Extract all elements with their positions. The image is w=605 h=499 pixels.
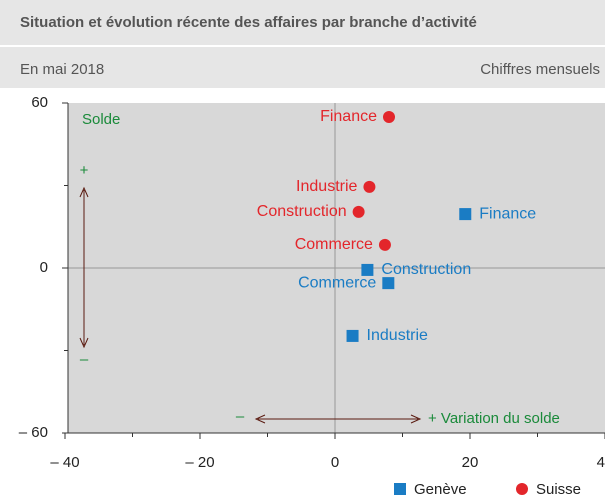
x-tick-label: 0 [331,454,339,471]
point [382,277,395,290]
subtitle-left: En mai 2018 [20,61,104,78]
y-axis-label: Solde [82,111,120,128]
legend-marker [394,483,406,495]
y-tick-label: – 60 [19,424,48,441]
point [378,238,391,251]
point [361,263,374,276]
point-label: Industrie [367,327,428,344]
x-minus: – [236,408,245,425]
point-label: Commerce [298,274,376,291]
point-label: Finance [479,205,536,222]
point [383,111,395,124]
point-label: Finance [320,108,377,125]
y-plus: + [80,162,89,179]
point-label: Industrie [296,178,357,195]
point [346,329,359,342]
point [459,208,472,221]
point-label: Construction [257,203,347,220]
point [363,180,376,193]
y-arrow-head [79,186,89,349]
chart-title: Situation et évolution récente des affai… [20,14,477,31]
y-minus: – [80,351,89,368]
y-tick-label: 60 [31,94,48,111]
legend-label: Suisse [536,481,581,498]
legend-marker [516,483,528,495]
point-label: Commerce [295,236,373,253]
header-bg [0,0,605,88]
y-tick-label: 0 [40,259,48,276]
x-axis-label: + Variation du solde [428,410,560,427]
point [352,205,365,218]
x-arrow-head [254,414,422,424]
x-tick-label: – 20 [185,454,214,471]
x-tick-label: – 40 [50,454,79,471]
subtitle-right: Chiffres mensuels [480,61,600,78]
legend-label: Genève [414,481,467,498]
x-tick-label: 40 [597,454,605,471]
x-tick-label: 20 [462,454,479,471]
point-label: Construction [381,261,471,278]
